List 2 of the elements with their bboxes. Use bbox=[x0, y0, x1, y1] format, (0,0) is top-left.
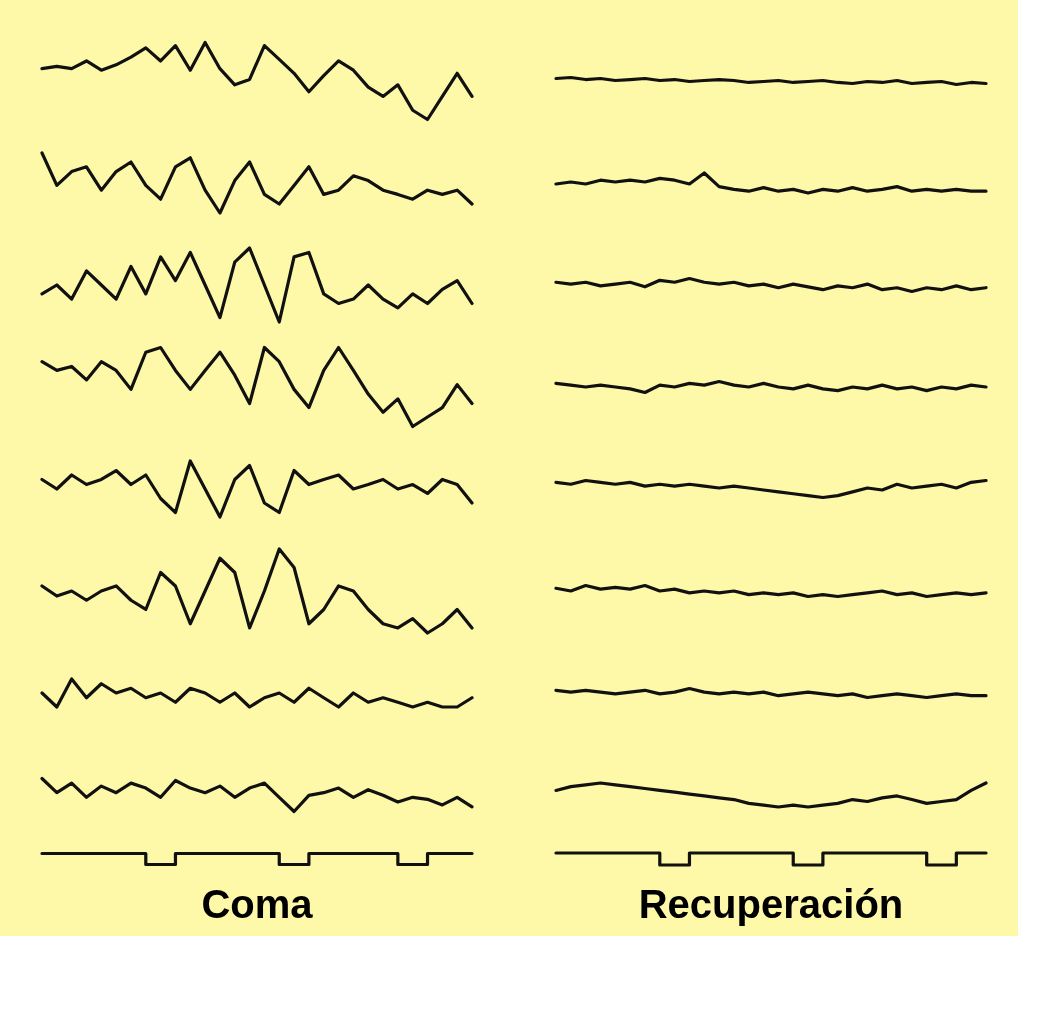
x-axis-title: Recuperación bbox=[638, 882, 904, 926]
x-axis-title: Coma bbox=[201, 882, 314, 926]
